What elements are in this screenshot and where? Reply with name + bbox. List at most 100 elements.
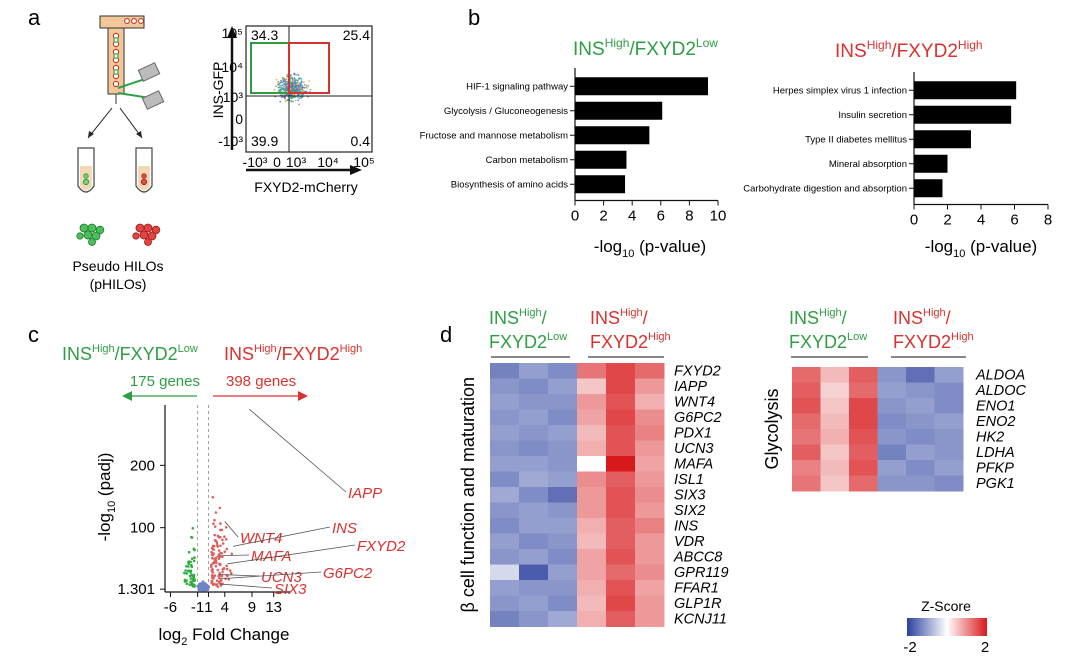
bar-x-tick-label: 6 bbox=[1010, 212, 1018, 229]
flow-event-dot bbox=[305, 84, 308, 87]
heatmap-cell bbox=[635, 409, 665, 426]
flow-event-dot bbox=[282, 87, 284, 89]
zscore-colorbar bbox=[907, 618, 987, 636]
gene-leader-line bbox=[232, 526, 331, 547]
heatmap-row-label: G6PC2 bbox=[674, 410, 722, 426]
volcano-count-high: 398 genes bbox=[226, 373, 296, 390]
volcano-dot-up bbox=[211, 547, 215, 550]
heatmap-cell bbox=[934, 367, 964, 383]
bar bbox=[575, 77, 708, 96]
gene-label-g6pc2: G6PC2 bbox=[323, 565, 373, 582]
heatmap-cell bbox=[820, 413, 850, 430]
flow-event-dot bbox=[284, 83, 287, 86]
heatmap-cell bbox=[490, 564, 520, 581]
pseudo-hilos-caption: Pseudo HILOs bbox=[72, 258, 163, 274]
bar-category-label: Biosynthesis of amino acids bbox=[451, 179, 568, 190]
bar bbox=[914, 105, 1012, 124]
flow-event-dot bbox=[296, 73, 299, 76]
volcano-dot-up bbox=[217, 557, 221, 561]
volcano-dot-up bbox=[221, 555, 224, 559]
heatmap-cell bbox=[577, 502, 607, 519]
bar-x-tick-label: 6 bbox=[657, 208, 665, 225]
heatmap-cell bbox=[519, 533, 549, 550]
flow-event-dot bbox=[281, 81, 284, 84]
heatmap-cell bbox=[490, 611, 520, 627]
volcano-dot-up bbox=[212, 522, 215, 525]
volcano-dot-up bbox=[220, 528, 224, 532]
bar-category-label: Mineral absorption bbox=[829, 159, 907, 170]
bar bbox=[575, 101, 663, 120]
heatmap-cell bbox=[519, 580, 549, 596]
volcano-dot-down bbox=[185, 582, 189, 585]
panel-b-right-xlabel: -log10 (p-value) bbox=[925, 237, 1037, 260]
heatmap-cell bbox=[606, 363, 636, 379]
flow-event-dot bbox=[291, 81, 294, 84]
flow-event-dot bbox=[293, 87, 295, 90]
zscore-title: Z-Score bbox=[921, 598, 971, 614]
heatmap-cell bbox=[490, 533, 520, 550]
flow-event-dot bbox=[299, 85, 301, 88]
heatmap-cell bbox=[934, 444, 964, 461]
heatmap-cell bbox=[577, 487, 607, 503]
heatmap-cell bbox=[849, 413, 878, 430]
heatmap-cell bbox=[820, 460, 850, 476]
heatmap-row-label: PFKP bbox=[976, 460, 1014, 476]
heatmap-cell bbox=[635, 487, 665, 503]
volcano-dot-up bbox=[215, 561, 218, 564]
volcano-dot-up bbox=[221, 542, 225, 545]
heatmap-cell bbox=[934, 382, 964, 399]
flow-event-dot bbox=[283, 79, 286, 81]
flow-event-dot bbox=[284, 80, 287, 83]
heatmap-cell bbox=[877, 444, 907, 461]
volcano-x-tick-label: 4 bbox=[221, 599, 229, 616]
heatmap-cell bbox=[490, 580, 520, 596]
heatmap-cell bbox=[792, 429, 821, 445]
flow-x-tick: 10⁴ bbox=[317, 154, 339, 170]
heatmap-cell bbox=[577, 580, 607, 596]
heatmap-cell bbox=[906, 398, 935, 414]
pipette-illustration bbox=[76, 15, 165, 246]
heatmap-cell bbox=[519, 409, 549, 426]
flow-y-tick: 0 bbox=[235, 111, 243, 127]
heatmap-cell bbox=[820, 367, 850, 383]
volcano-x-tick-label: -1 bbox=[191, 599, 204, 616]
volcano-dot-up bbox=[225, 567, 229, 571]
volcano-dot-up bbox=[220, 574, 224, 578]
volcano-x-tick-label: 9 bbox=[248, 599, 256, 616]
volcano-dot-down bbox=[191, 527, 195, 530]
heatmap-row-label: VDR bbox=[674, 534, 705, 550]
heatmap-row-label: UCN3 bbox=[674, 441, 713, 457]
heatmap-cell bbox=[490, 502, 520, 519]
heatmap-cell bbox=[548, 580, 578, 596]
heatmap-cell bbox=[548, 502, 578, 519]
flow-event-dot bbox=[285, 86, 288, 88]
heatmap-cell bbox=[906, 475, 935, 492]
heatmap-cell bbox=[606, 425, 636, 441]
heatmap-cell bbox=[548, 549, 578, 565]
gene-leader-line bbox=[220, 571, 322, 580]
heatmap-cell bbox=[490, 440, 520, 457]
heatmap-cell bbox=[934, 475, 964, 492]
heatmap-row-label: ENO1 bbox=[976, 398, 1016, 414]
flow-x-tick: -10³ bbox=[243, 154, 268, 170]
bar-x-tick-label: 2 bbox=[599, 208, 607, 225]
kegg-bar-chart-low: HIF-1 signaling pathway Glycolysis / Gluc… bbox=[420, 68, 726, 225]
flow-event-dot bbox=[296, 96, 299, 98]
gene-leader-line bbox=[248, 408, 347, 493]
heatmap-cell bbox=[548, 595, 578, 612]
volcano-dot-up bbox=[214, 559, 218, 562]
gene-leader-line bbox=[218, 574, 260, 577]
volcano-dot-down bbox=[192, 559, 196, 563]
heatmap-cell bbox=[519, 440, 549, 457]
flow-event-dot bbox=[286, 98, 289, 101]
flow-event-dot bbox=[286, 80, 288, 83]
heatmap-cell bbox=[635, 549, 665, 565]
heatmap-row-label: ISL1 bbox=[674, 472, 704, 488]
hm2-header-low-line1: INSHigh/ bbox=[789, 307, 847, 328]
heatmap-cell bbox=[849, 429, 878, 445]
bar bbox=[914, 179, 943, 198]
volcano-title-high: INSHigh/FXYD2High bbox=[224, 343, 362, 364]
heatmap-cell bbox=[635, 471, 665, 488]
heatmap-cell bbox=[906, 413, 935, 430]
heatmap-cell bbox=[577, 440, 607, 457]
